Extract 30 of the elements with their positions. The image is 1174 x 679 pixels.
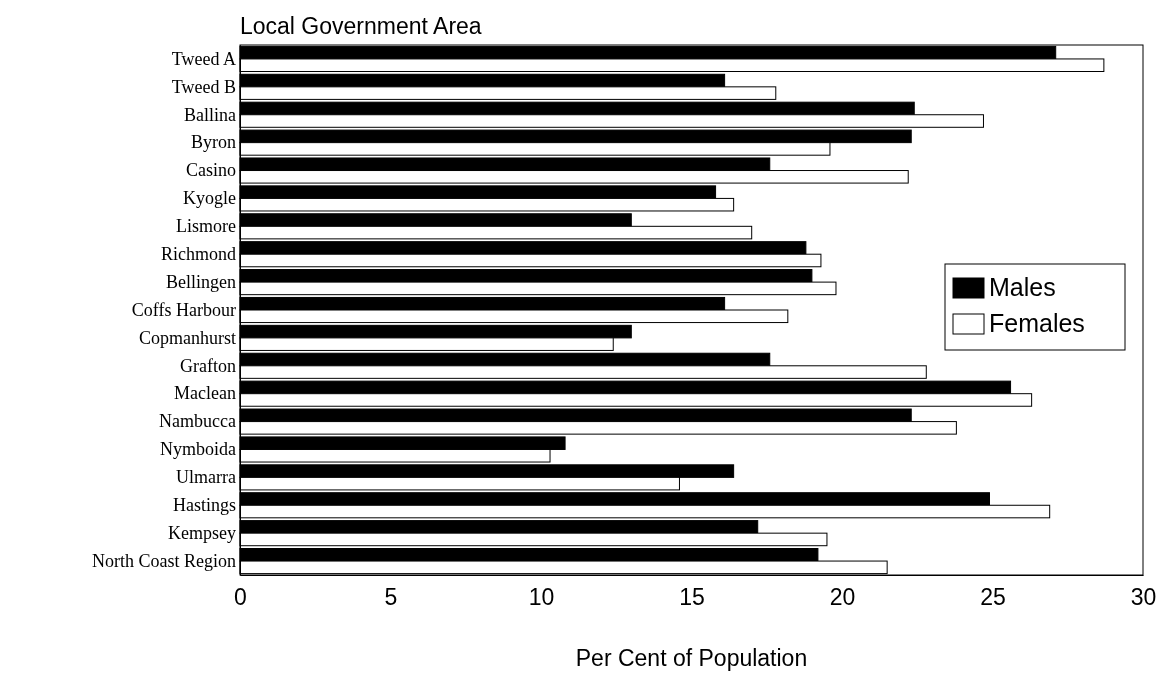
y-tick-label: Richmond	[161, 243, 236, 264]
x-tick-label: 15	[679, 584, 705, 611]
y-tick-label: Grafton	[180, 355, 236, 376]
chart-title: Local Government Area	[240, 13, 482, 39]
y-tick-label: Hastings	[173, 495, 236, 516]
legend-label: Males	[989, 273, 1056, 301]
y-tick-label: North Coast Region	[92, 550, 236, 571]
x-tick-label: 5	[384, 584, 398, 611]
x-axis-title: Per Cent of Population	[575, 645, 808, 671]
y-tick-label: Maclean	[174, 383, 236, 404]
x-tick-label: 25	[980, 584, 1006, 611]
y-tick-label: Bellingen	[166, 271, 236, 292]
y-tick-label: Coffs Harbour	[131, 299, 236, 320]
y-tick-label: Tweed A	[171, 48, 236, 69]
x-tick-label: 20	[829, 584, 856, 611]
y-tick-label: Nambucca	[159, 411, 236, 432]
x-tick-label: 10	[528, 584, 555, 611]
y-tick-label: Nymboida	[160, 439, 236, 460]
y-tick-label: Casino	[185, 160, 236, 181]
x-tick-label: 30	[1130, 584, 1157, 611]
y-tick-label: Copmanhurst	[139, 327, 236, 348]
y-tick-label: Lismore	[176, 216, 236, 237]
y-tick-label: Ballina	[184, 104, 236, 125]
x-tick-label: 0	[234, 584, 247, 611]
y-tick-label: Kempsey	[168, 522, 236, 543]
y-tick-label: Byron	[191, 132, 236, 153]
legend-label: Females	[989, 309, 1085, 337]
y-tick-label: Ulmarra	[176, 467, 237, 488]
y-tick-label: Tweed B	[171, 76, 236, 97]
y-tick-label: Kyogle	[183, 188, 236, 209]
